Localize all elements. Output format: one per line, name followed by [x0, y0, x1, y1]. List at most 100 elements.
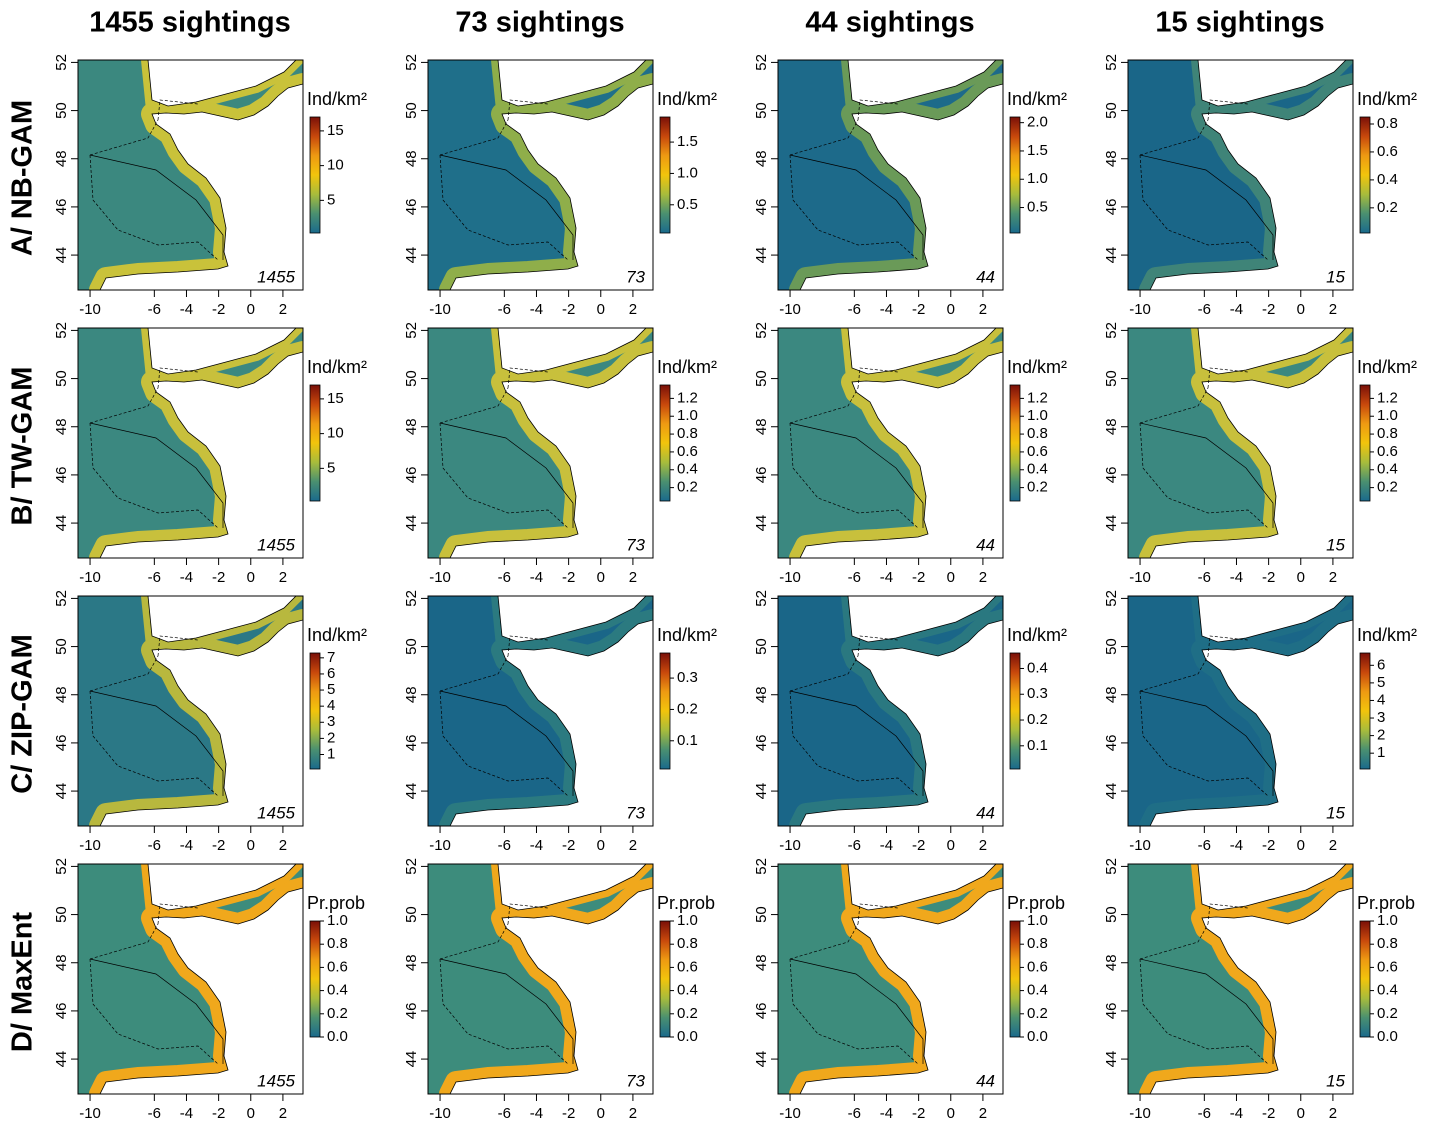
y-tick-label: 48	[53, 150, 70, 167]
x-tick-label: -4	[180, 569, 193, 586]
colorbar	[1359, 116, 1371, 234]
y-tick-label: 48	[403, 418, 420, 435]
y-tick-label: 52	[1103, 858, 1120, 875]
legend-tick-label: 1.0	[1027, 407, 1048, 424]
x-tick-label: -10	[429, 837, 451, 854]
boundary	[439, 99, 569, 261]
boundary	[89, 154, 224, 260]
x-tick-label: -4	[1230, 1105, 1243, 1122]
y-tick-label: 50	[753, 906, 770, 923]
x-tick-label: -6	[1198, 569, 1211, 586]
x-tick-label: -6	[848, 1105, 861, 1122]
boundary	[439, 635, 569, 797]
x-tick-label: -10	[1129, 569, 1151, 586]
legend-tick-label: 1.2	[677, 389, 698, 406]
legend-tick-label: 0.5	[1027, 199, 1048, 216]
legend-title: Ind/km²	[1357, 625, 1417, 645]
y-tick-label: 52	[53, 54, 70, 71]
legend-tick-label: 0.0	[1377, 1028, 1398, 1045]
legend-tick-label: 1.0	[677, 912, 698, 929]
legend-tick-label: 1	[1377, 744, 1385, 761]
sample-count: 73	[626, 535, 645, 554]
x-tick-label: -6	[848, 301, 861, 318]
x-tick-label: -6	[148, 1105, 161, 1122]
legend-tick-label: 0.3	[677, 669, 698, 686]
x-tick-label: 2	[279, 1105, 287, 1122]
y-tick-label: 50	[403, 370, 420, 387]
y-tick-label: 50	[53, 638, 70, 655]
y-tick-label: 48	[1103, 954, 1120, 971]
legend-tick-label: 0.4	[1027, 982, 1048, 999]
colorbar	[309, 116, 321, 234]
x-tick-label: -2	[1262, 1105, 1275, 1122]
map-frame	[427, 327, 654, 559]
map-frame	[1127, 327, 1354, 559]
x-tick-label: 0	[1297, 837, 1305, 854]
legend-tick-label: 1.0	[327, 912, 348, 929]
boundary	[89, 367, 219, 529]
legend-tick-label: 5	[327, 191, 335, 208]
x-tick-label: 0	[1297, 301, 1305, 318]
x-tick-label: -6	[498, 301, 511, 318]
boundary	[89, 422, 224, 528]
map	[1128, 60, 1353, 290]
x-tick-label: 2	[629, 569, 637, 586]
legend-tick-label: 0.4	[677, 982, 698, 999]
y-tick-label: 48	[403, 686, 420, 703]
boundary	[789, 903, 919, 1065]
y-tick-label: 50	[753, 102, 770, 119]
y-tick-label: 48	[753, 418, 770, 435]
y-tick-label: 46	[1103, 735, 1120, 752]
y-tick-label: 50	[53, 906, 70, 923]
map-panel: 15 -10 -6 -4 -2 0 2 44 46 48 50 52 Pr.prob 0.0 0.2 0.4 0…	[1103, 858, 1415, 1122]
x-tick-label: -10	[779, 1105, 801, 1122]
x-tick-label: -2	[912, 837, 925, 854]
legend-title: Pr.prob	[1007, 893, 1065, 913]
y-tick-label: 52	[753, 858, 770, 875]
map-frame	[427, 595, 654, 827]
legend-tick-label: 0.8	[677, 935, 698, 952]
y-tick-label: 52	[403, 322, 420, 339]
y-tick-label: 52	[403, 54, 420, 71]
legend-tick-label: 0.3	[1027, 685, 1048, 702]
x-tick-label: 0	[247, 569, 255, 586]
legend-tick-label: 0.2	[677, 479, 698, 496]
boundary	[439, 903, 569, 1065]
x-tick-label: -10	[1129, 837, 1151, 854]
map-panel: 1455 -10 -6 -4 -2 0 2 44 46 48 50 52 Pr.prob 0.0 0.2 0.…	[53, 858, 365, 1122]
sample-count: 15	[1326, 267, 1345, 286]
y-tick-label: 50	[1103, 638, 1120, 655]
map	[778, 596, 1003, 826]
x-tick-label: -2	[1262, 569, 1275, 586]
y-tick-label: 48	[753, 686, 770, 703]
y-tick-label: 46	[53, 467, 70, 484]
x-tick-label: 2	[279, 837, 287, 854]
y-tick-label: 50	[1103, 102, 1120, 119]
y-tick-label: 52	[403, 858, 420, 875]
x-tick-label: -6	[1198, 837, 1211, 854]
x-tick-label: -10	[429, 1105, 451, 1122]
x-tick-label: -10	[429, 301, 451, 318]
y-tick-label: 48	[53, 686, 70, 703]
x-tick-label: 2	[279, 301, 287, 318]
legend-tick-label: 0.6	[677, 443, 698, 460]
legend-tick-label: 5	[327, 681, 335, 698]
legend-tick-label: 1.0	[677, 407, 698, 424]
boundary	[439, 367, 569, 529]
x-tick-label: -6	[148, 301, 161, 318]
x-tick-label: 2	[1329, 569, 1337, 586]
legend-tick-label: 0.4	[1027, 461, 1048, 478]
boundary	[439, 690, 574, 796]
map-frame	[77, 59, 304, 291]
map-panel: 73 -10 -6 -4 -2 0 2 44 46 48 50 52 Ind/km² 0.5 1.0 1.5	[403, 54, 717, 318]
y-tick-label: 46	[53, 199, 70, 216]
x-tick-label: -4	[530, 837, 543, 854]
boundary	[1139, 690, 1274, 796]
x-tick-label: 2	[629, 1105, 637, 1122]
x-tick-label: -2	[1262, 301, 1275, 318]
map	[778, 328, 1003, 558]
x-tick-label: 0	[597, 301, 605, 318]
legend-tick-label: 1.2	[1027, 389, 1048, 406]
map-panel: 44 -10 -6 -4 -2 0 2 44 46 48 50 52 Pr.prob 0.0 0.2 0.4 0…	[753, 858, 1065, 1122]
x-tick-label: -10	[79, 301, 101, 318]
